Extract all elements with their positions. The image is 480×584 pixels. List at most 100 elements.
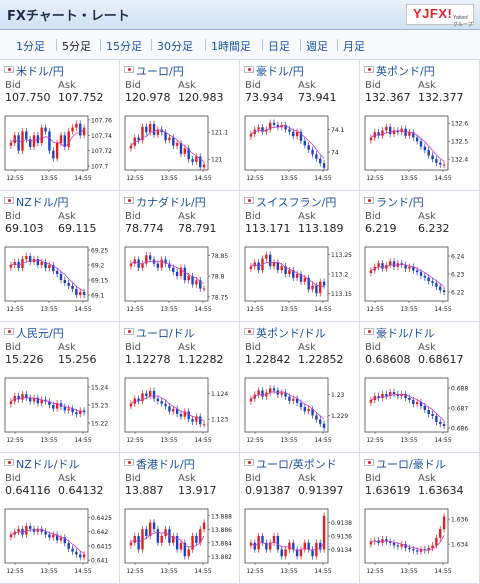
tab-1[interactable]: 5分足: [62, 40, 91, 53]
candle-body: [392, 261, 396, 267]
mini-candlestick-chart[interactable]: 78.85 78.8 78.75 12:55 13:55 14:55: [122, 243, 238, 315]
candle-body: [412, 266, 415, 271]
candle-body: [199, 416, 202, 425]
pair-name-link[interactable]: スイスフラン/円: [256, 196, 337, 209]
mini-candlestick-chart[interactable]: 107.76 107.74 107.72 107.7 12:55 13:55 14:55: [2, 112, 118, 184]
candle-body: [322, 515, 326, 550]
candle-body: [415, 402, 419, 404]
ask-value: 107.752: [58, 91, 104, 104]
candle-body: [202, 424, 206, 426]
candle-body: [129, 263, 133, 267]
currency-pair-cell[interactable]: ユーロ/豪ドル Bid Ask 1.63619 1.63634 1.636 1.6…: [360, 453, 480, 584]
tab-7[interactable]: 月足: [343, 40, 365, 53]
mini-candlestick-chart[interactable]: 0.688 0.687 0.686 12:55 13:55 14:55: [362, 374, 478, 446]
pair-name-link[interactable]: ユーロ/豪ドル: [376, 458, 446, 471]
x-tick-label: 12:55: [366, 568, 383, 575]
mini-candlestick-chart[interactable]: 15.24 15.23 15.22 12:55 13:55 14:55: [2, 374, 118, 446]
pair-name-link[interactable]: ユーロ/ドル: [136, 327, 195, 340]
candle-body: [175, 143, 179, 146]
pair-name-link[interactable]: 香港ドル/円: [136, 458, 195, 471]
flag-dot: [128, 330, 131, 333]
mini-candlestick-chart[interactable]: 1.124 1.123 12:55 13:55 14:55: [122, 374, 238, 446]
mini-candlestick-chart[interactable]: 0.9138 0.9136 0.9134 12:55 13:55 14:55: [242, 505, 358, 577]
currency-pair-cell[interactable]: 人民元/円 Bid Ask 15.226 15.256 15.24 15.23 15…: [0, 322, 120, 453]
currency-pair-cell[interactable]: カナダドル/円 Bid Ask 78.774 78.791 78.85 78.8 7…: [120, 191, 240, 322]
candle-body: [175, 536, 179, 550]
candle-body: [145, 529, 148, 536]
candle-body: [272, 262, 276, 267]
mini-candlestick-chart[interactable]: 69.25 69.2 69.15 69.1 12:55 13:55 14:55: [2, 243, 118, 315]
tab-separator: [337, 39, 338, 51]
mini-candlestick-chart[interactable]: 132.6 132.5 132.4 12:55 13:55 14:55: [362, 112, 478, 184]
currency-pair-cell[interactable]: ランド/円 Bid Ask 6.219 6.232 6.24 6.23 6.22 12…: [360, 191, 480, 322]
mini-candlestick-chart[interactable]: 1.636 1.634 12:55 13:55 14:55: [362, 505, 478, 577]
mini-candlestick-chart[interactable]: 0.6425 0.642 0.6415 0.641 12:55 13:55 14:55: [2, 505, 118, 577]
currency-pair-cell[interactable]: スイスフラン/円 Bid Ask 113.171 113.189 113.25 1…: [240, 191, 360, 322]
pair-name-link[interactable]: ランド/円: [376, 196, 424, 209]
pair-name-link[interactable]: 英ポンド/円: [376, 65, 435, 78]
candle-body: [179, 143, 183, 154]
yjfx-logo[interactable]: YJFX! Yahoo!グループ: [406, 4, 474, 28]
mini-candlestick-chart[interactable]: 13.888 13.886 13.884 13.882 12:55 13:55 14:55: [122, 505, 238, 577]
pair-name-link[interactable]: 豪ドル/ドル: [376, 327, 435, 340]
mini-candlestick-chart[interactable]: 113.25 113.2 113.15 12:55 13:55 14:55: [242, 243, 358, 315]
currency-pair-cell[interactable]: 香港ドル/円 Bid Ask 13.887 13.917 13.888 13.88…: [120, 453, 240, 584]
pair-name-link[interactable]: 豪ドル/円: [256, 65, 304, 78]
candle-body: [419, 549, 423, 552]
y-tick-label: 15.23: [91, 403, 108, 410]
pair-name-link[interactable]: NZドル/円: [16, 196, 69, 209]
currency-pair-cell[interactable]: 英ポンド/ドル Bid Ask 1.22842 1.22852 1.23 1.22…: [240, 322, 360, 453]
pair-name-link[interactable]: 英ポンド/ドル: [256, 327, 326, 340]
candle-body: [303, 542, 307, 550]
tab-4[interactable]: 1時間足: [211, 40, 251, 53]
candle-body: [385, 539, 388, 542]
candle-body: [284, 392, 287, 397]
candle-body: [272, 536, 276, 543]
mini-candlestick-chart[interactable]: 1.23 1.229 12:55 13:55 14:55: [242, 374, 358, 446]
y-tick-label: 0.9136: [331, 534, 352, 541]
currency-pair-cell[interactable]: ユーロ/ドル Bid Ask 1.12278 1.12282 1.124 1.12…: [120, 322, 240, 453]
currency-pair-cell[interactable]: NZドル/ドル Bid Ask 0.64116 0.64132 0.6425 0.…: [0, 453, 120, 584]
y-tick-label: 113.15: [331, 291, 352, 298]
mini-candlestick-chart[interactable]: 74.1 74 12:55 13:55 14:55: [242, 112, 358, 184]
currency-pair-cell[interactable]: 米ドル/円 Bid Ask 107.750 107.752 107.76 107.…: [0, 60, 120, 191]
tab-2[interactable]: 15分足: [106, 40, 142, 53]
tab-0[interactable]: 1分足: [16, 40, 45, 53]
pair-name-link[interactable]: 米ドル/円: [16, 65, 64, 78]
pair-name-link[interactable]: ユーロ/英ポンド: [256, 458, 337, 471]
candle-body: [179, 267, 183, 277]
tab-5[interactable]: 日足: [268, 40, 290, 53]
currency-pair-cell[interactable]: 豪ドル/ドル Bid Ask 0.68608 0.68617 0.688 0.68…: [360, 322, 480, 453]
pair-name-link[interactable]: NZドル/ドル: [16, 458, 80, 471]
y-tick-label: 121.1: [211, 130, 228, 137]
currency-pair-cell[interactable]: NZドル/円 Bid Ask 69.103 69.115 69.25 69.2 69…: [0, 191, 120, 322]
candle-body: [152, 390, 156, 399]
mini-candlestick-chart[interactable]: 6.24 6.23 6.22 12:55 13:55 14:55: [362, 243, 478, 315]
candle-body: [388, 126, 392, 134]
candle-body: [435, 537, 438, 546]
candle-body: [40, 262, 43, 265]
mini-candlestick-chart[interactable]: 121.1 121 12:55 13:55 14:55: [122, 112, 238, 184]
pair-name-link[interactable]: 人民元/円: [16, 327, 64, 340]
ask-label: Ask: [58, 80, 76, 91]
pair-name-link[interactable]: カナダドル/円: [136, 196, 206, 209]
currency-pair-cell[interactable]: ユーロ/円 Bid Ask 120.978 120.983 121.1 121 12…: [120, 60, 240, 191]
candle-body: [284, 549, 287, 557]
currency-pair-cell[interactable]: 英ポンド/円 Bid Ask 132.367 132.377 132.6 132.…: [360, 60, 480, 191]
flag-icon: [364, 459, 374, 466]
x-tick-label: 13:55: [280, 568, 297, 575]
currency-pair-cell[interactable]: 豪ドル/円 Bid Ask 73.934 73.941 74.1 74 12:55 1…: [240, 60, 360, 191]
tab-6[interactable]: 週足: [306, 40, 328, 53]
bid-value: 15.226: [5, 353, 44, 366]
pair-name-link[interactable]: ユーロ/円: [136, 65, 184, 78]
candle-body: [75, 123, 78, 128]
bid-value: 107.750: [5, 91, 51, 104]
candle-body: [288, 129, 291, 132]
bid-value: 69.103: [5, 222, 44, 235]
candle-body: [415, 550, 419, 552]
tab-3[interactable]: 30分足: [157, 40, 193, 53]
candle-body: [265, 254, 268, 259]
moving-average-line: [10, 397, 85, 412]
candle-body: [427, 410, 430, 414]
currency-pair-cell[interactable]: ユーロ/英ポンド Bid Ask 0.91387 0.91397 0.9138 0…: [240, 453, 360, 584]
